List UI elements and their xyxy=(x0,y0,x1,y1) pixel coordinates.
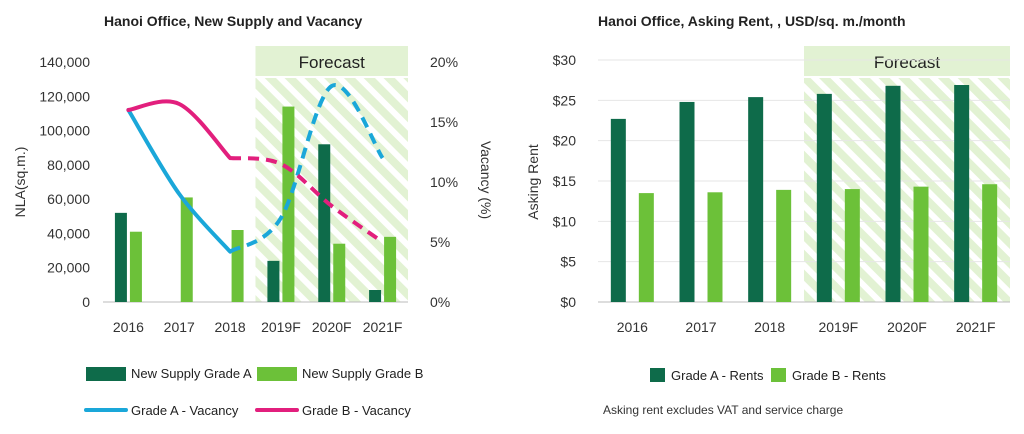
y-axis-ticks: $0 $5 $10 $15 $20 $25 $30 xyxy=(553,52,1010,310)
x-tick-label: 2020F xyxy=(887,319,927,335)
y-tick-label: $20 xyxy=(553,133,577,149)
bar-grade-b-supply xyxy=(180,197,193,302)
bar-grade-b-rent xyxy=(844,189,860,302)
y-tick-label: $30 xyxy=(553,52,577,68)
y-tick-label: 100,000 xyxy=(39,123,90,139)
legend: New Supply Grade A New Supply Grade B Gr… xyxy=(84,366,423,418)
bar-grade-b-supply xyxy=(231,230,244,302)
y-tick-label: $5 xyxy=(560,254,576,270)
bar-grade-a-rent xyxy=(610,118,626,303)
legend-swatch-grade-a-supply xyxy=(86,367,126,381)
y2-axis-label: Vacancy (%) xyxy=(478,141,494,219)
forecast-zone: Forecast xyxy=(804,46,1010,302)
vacancy-lines xyxy=(126,83,385,254)
x-tick-label: 2021F xyxy=(363,319,403,335)
bar-grade-a-rent xyxy=(679,101,695,303)
y-axis-ticks: 0 20,000 40,000 60,000 80,000 100,000 120,000 1… xyxy=(39,54,90,310)
y-axis-label: NLA(sq.m.) xyxy=(12,147,28,218)
bar-grade-b-rent xyxy=(707,192,723,302)
y-tick-label: $25 xyxy=(553,92,577,108)
y-tick-label: $10 xyxy=(553,213,577,229)
legend: Grade A - Rents Grade B - Rents xyxy=(650,368,886,383)
bar-grade-a-rent xyxy=(748,97,764,303)
legend-swatch-grade-b-supply xyxy=(257,367,297,381)
y-tick-label: 120,000 xyxy=(39,88,90,104)
line-grade-a-vacancy-forecast xyxy=(228,83,385,254)
bar-grade-a-rent xyxy=(885,85,901,303)
x-tick-label: 2017 xyxy=(164,319,195,335)
rent-bars xyxy=(610,85,998,303)
legend-swatch-grade-a-rents xyxy=(650,368,665,382)
x-tick-label: 2019F xyxy=(261,319,301,335)
y-tick-label: $0 xyxy=(560,294,576,310)
legend-label: New Supply Grade B xyxy=(302,366,423,381)
bar-grade-a-supply xyxy=(114,212,127,302)
supply-bars xyxy=(114,106,397,302)
legend-label: Grade B - Rents xyxy=(792,368,886,383)
forecast-header xyxy=(255,46,408,76)
x-tick-label: 2016 xyxy=(113,319,144,335)
x-tick-label: 2020F xyxy=(312,319,352,335)
forecast-hatch xyxy=(804,78,1010,302)
forecast-header xyxy=(804,46,1010,76)
x-tick-label: 2018 xyxy=(215,319,246,335)
asking-rent-chart: Hanoi Office, Asking Rent, , USD/sq. m./… xyxy=(525,13,1010,417)
footnote: Asking rent excludes VAT and service cha… xyxy=(603,403,843,417)
bar-grade-b-rent xyxy=(638,193,654,302)
x-tick-label: 2019F xyxy=(818,319,858,335)
y-tick-label: 20,000 xyxy=(47,260,90,276)
forecast-label: Forecast xyxy=(874,53,940,72)
y-tick-label: 0 xyxy=(82,294,90,310)
y2-tick-label: 0% xyxy=(430,294,450,310)
bar-grade-a-supply xyxy=(267,260,280,302)
bar-grade-b-supply xyxy=(384,236,397,302)
bar-grade-b-rent xyxy=(982,184,998,302)
chart-title: Hanoi Office, New Supply and Vacancy xyxy=(104,13,363,29)
x-tick-label: 2021F xyxy=(956,319,996,335)
y-tick-label: 40,000 xyxy=(47,225,90,241)
y-axis-label: Asking Rent xyxy=(525,144,541,220)
legend-label: Grade A - Rents xyxy=(671,368,764,383)
legend-label: Grade A - Vacancy xyxy=(131,403,239,418)
forecast-zone: Forecast xyxy=(255,46,408,302)
y-tick-label: $15 xyxy=(553,173,577,189)
legend-label: Grade B - Vacancy xyxy=(302,403,411,418)
x-axis-ticks: 2016 2017 2018 2019F 2020F 2021F xyxy=(617,319,996,335)
line-grade-b-vacancy-forecast xyxy=(229,156,384,244)
y2-axis-ticks: 0% 5% 10% 15% 20% xyxy=(430,54,458,310)
y2-tick-label: 20% xyxy=(430,54,458,70)
y-tick-label: 140,000 xyxy=(39,54,90,70)
y2-tick-label: 15% xyxy=(430,114,458,130)
y-tick-label: 60,000 xyxy=(47,191,90,207)
line-grade-a-vacancy xyxy=(126,108,233,254)
bar-grade-a-rent xyxy=(954,85,970,302)
bar-grade-b-supply xyxy=(333,243,346,302)
bar-grade-b-rent xyxy=(776,189,792,302)
legend-swatch-grade-b-rents xyxy=(771,368,786,382)
x-tick-label: 2017 xyxy=(685,319,716,335)
bar-grade-a-supply xyxy=(369,290,382,302)
legend-label: New Supply Grade A xyxy=(131,366,252,381)
x-tick-label: 2018 xyxy=(754,319,785,335)
bar-grade-a-rent xyxy=(816,93,832,302)
x-axis-ticks: 2016 2017 2018 2019F 2020F 2021F xyxy=(113,319,403,335)
bar-grade-a-supply xyxy=(318,144,331,302)
y2-tick-label: 10% xyxy=(430,174,458,190)
forecast-hatch xyxy=(255,78,408,302)
bar-grade-b-rent xyxy=(913,186,929,302)
forecast-label: Forecast xyxy=(299,53,365,72)
line-grade-b-vacancy xyxy=(126,99,233,160)
supply-vacancy-chart: Hanoi Office, New Supply and Vacancy For… xyxy=(12,13,494,418)
x-tick-label: 2016 xyxy=(617,319,648,335)
bar-grade-b-supply xyxy=(129,231,142,302)
y-tick-label: 80,000 xyxy=(47,157,90,173)
y2-tick-label: 5% xyxy=(430,234,450,250)
chart-title: Hanoi Office, Asking Rent, , USD/sq. m./… xyxy=(598,13,906,29)
